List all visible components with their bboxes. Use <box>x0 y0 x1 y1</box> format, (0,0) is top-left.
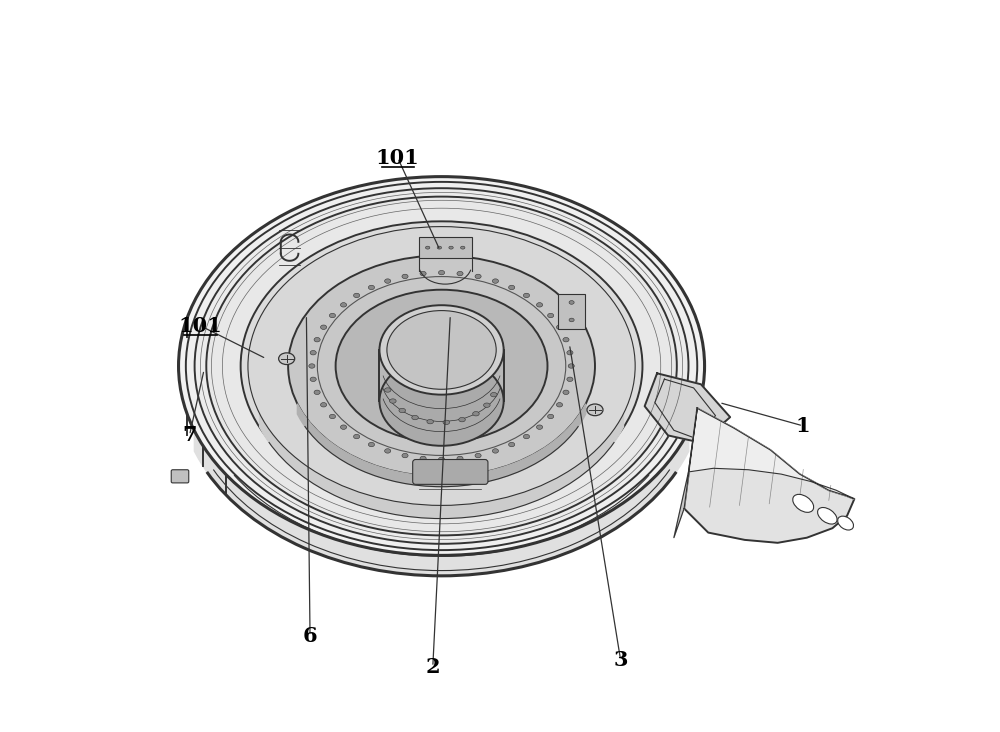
Text: 6: 6 <box>303 627 317 646</box>
Text: 2: 2 <box>425 657 440 677</box>
Ellipse shape <box>438 458 445 462</box>
Ellipse shape <box>206 197 677 535</box>
Ellipse shape <box>523 294 530 298</box>
Ellipse shape <box>587 404 603 416</box>
Ellipse shape <box>818 507 837 524</box>
Ellipse shape <box>412 415 418 419</box>
Ellipse shape <box>314 337 320 342</box>
Text: 101: 101 <box>376 148 420 168</box>
Ellipse shape <box>288 255 595 477</box>
Ellipse shape <box>248 227 635 505</box>
Ellipse shape <box>548 313 554 318</box>
Ellipse shape <box>461 246 465 249</box>
Ellipse shape <box>310 377 316 381</box>
Ellipse shape <box>492 279 498 283</box>
Ellipse shape <box>179 176 705 556</box>
Ellipse shape <box>563 337 569 342</box>
Ellipse shape <box>329 414 336 419</box>
Ellipse shape <box>523 434 530 438</box>
Text: 7: 7 <box>182 425 197 445</box>
FancyBboxPatch shape <box>413 460 488 485</box>
Ellipse shape <box>420 272 426 276</box>
Ellipse shape <box>536 302 543 307</box>
Ellipse shape <box>509 285 515 290</box>
Polygon shape <box>688 408 854 499</box>
Ellipse shape <box>379 356 504 446</box>
Text: 101: 101 <box>179 315 222 336</box>
Ellipse shape <box>437 246 442 249</box>
Ellipse shape <box>443 420 450 425</box>
Ellipse shape <box>402 274 408 279</box>
Ellipse shape <box>509 442 515 447</box>
Ellipse shape <box>321 403 327 407</box>
Bar <box>419 237 472 258</box>
Ellipse shape <box>379 305 504 395</box>
Ellipse shape <box>279 353 295 365</box>
Ellipse shape <box>491 392 497 397</box>
Ellipse shape <box>567 377 573 381</box>
Ellipse shape <box>425 246 430 249</box>
Polygon shape <box>194 430 689 576</box>
Ellipse shape <box>321 325 327 329</box>
Ellipse shape <box>385 449 391 453</box>
Ellipse shape <box>563 390 569 395</box>
Ellipse shape <box>336 290 547 442</box>
Ellipse shape <box>438 270 445 274</box>
Ellipse shape <box>387 310 496 389</box>
FancyBboxPatch shape <box>171 470 189 483</box>
Ellipse shape <box>473 411 479 416</box>
Ellipse shape <box>402 453 408 458</box>
Text: 3: 3 <box>613 650 628 670</box>
Ellipse shape <box>536 425 543 430</box>
Ellipse shape <box>449 246 453 249</box>
Ellipse shape <box>492 449 498 453</box>
Polygon shape <box>674 408 697 538</box>
Ellipse shape <box>309 364 315 368</box>
Ellipse shape <box>420 456 426 460</box>
Ellipse shape <box>390 399 396 403</box>
Ellipse shape <box>457 456 463 460</box>
Ellipse shape <box>314 390 320 395</box>
Ellipse shape <box>385 279 391 283</box>
Ellipse shape <box>368 442 375 447</box>
Ellipse shape <box>457 272 463 276</box>
Ellipse shape <box>568 364 574 368</box>
Ellipse shape <box>556 403 563 407</box>
Ellipse shape <box>340 302 347 307</box>
Ellipse shape <box>354 434 360 438</box>
Ellipse shape <box>368 285 375 290</box>
Ellipse shape <box>329 313 336 318</box>
Ellipse shape <box>569 318 574 322</box>
Ellipse shape <box>241 221 642 511</box>
Ellipse shape <box>475 453 481 458</box>
Ellipse shape <box>569 301 574 305</box>
Polygon shape <box>645 373 730 443</box>
Ellipse shape <box>399 408 406 413</box>
Ellipse shape <box>427 419 433 424</box>
Polygon shape <box>684 408 854 543</box>
Ellipse shape <box>475 274 481 279</box>
Ellipse shape <box>484 403 490 408</box>
Ellipse shape <box>186 182 697 550</box>
Ellipse shape <box>548 414 554 419</box>
Ellipse shape <box>556 325 563 329</box>
Ellipse shape <box>838 516 854 530</box>
Bar <box>558 294 585 329</box>
Polygon shape <box>297 404 586 487</box>
Polygon shape <box>260 414 623 518</box>
Ellipse shape <box>340 425 347 430</box>
Text: 1: 1 <box>796 416 811 436</box>
Ellipse shape <box>195 188 688 544</box>
Ellipse shape <box>567 351 573 355</box>
Ellipse shape <box>459 417 465 422</box>
Ellipse shape <box>793 494 814 512</box>
Ellipse shape <box>310 351 316 355</box>
Ellipse shape <box>354 294 360 298</box>
Ellipse shape <box>384 388 391 392</box>
